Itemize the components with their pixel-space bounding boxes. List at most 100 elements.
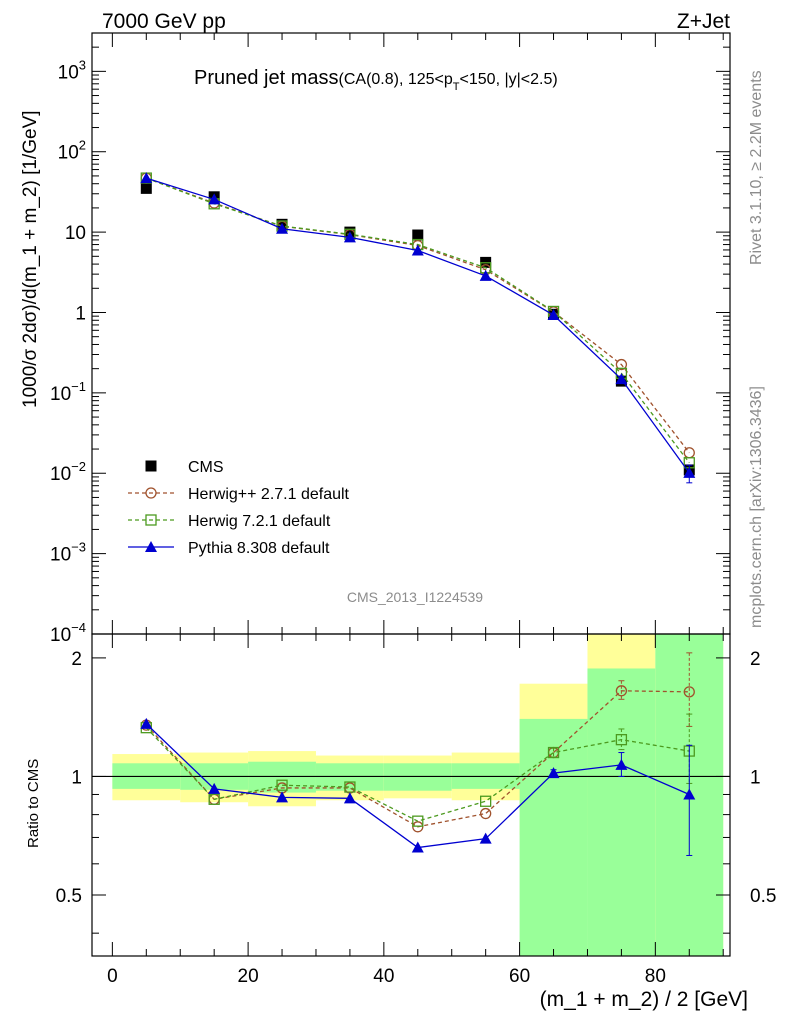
data-point-pythia [140,717,153,729]
y-tick-label-main: 102 [58,138,86,164]
data-point-pythia [276,222,289,234]
data-point-herwigpp [615,358,628,371]
series-herwig7 [140,713,695,827]
main-plot-series [140,172,696,484]
y-tick-label-main: 1 [75,303,86,324]
y-tick-label-ratio-right: 0.5 [750,886,776,907]
legend-label: Pythia 8.308 default [188,540,330,557]
data-point-pythia [547,309,560,321]
data-point-pythia [479,832,492,844]
data-point-cms [140,182,152,194]
data-point-herwig7 [208,793,220,805]
ratio-plot-series [140,652,696,856]
x-tick-label: 20 [238,966,259,987]
series-line-pythia [146,177,690,474]
legend-marker [145,514,157,526]
y-tick-label-base: 10 [58,143,79,164]
y-tick-label-base: 10 [50,384,71,405]
plot-title-sub: (CA(0.8), 125<p [339,71,453,88]
data-point-pythia [479,269,492,281]
y-tick-label-main: 103 [58,57,86,83]
ratio-uncertainty-bands [112,634,724,956]
x-axis-label: (m_1 + m_2) / 2 [GeV] [540,988,748,1011]
rivet-version-label: Rivet 3.1.10, ≥ 2.2M events [748,70,765,265]
series-cms [140,182,695,476]
plot-title-main: Pruned jet mass [194,67,339,89]
data-point-pythia [140,172,153,184]
data-point-herwig7 [344,781,356,793]
plot-title-sub-end: <150, |y|<2.5) [460,71,558,88]
y-tick-label-main: 10−2 [50,459,86,485]
y-tick-label-ratio-left: 2 [71,649,82,670]
data-point-pythia [683,788,696,800]
series-pythia [140,717,696,856]
series-line-herwig7 [146,177,690,464]
data-point-herwig7 [412,815,424,827]
series-line-herwigpp [146,177,690,454]
y-tick-label-base: 10 [50,625,71,646]
data-point-pythia [343,792,356,804]
y-tick-label-exp: 3 [79,57,86,72]
y-tick-label-ratio-right: 1 [750,767,761,788]
legend-marker [145,460,157,472]
y-axis-label-ratio: Ratio to CMS [25,759,42,848]
y-tick-label-base: 10 [50,545,71,566]
mcplots-reference-label: mcplots.cern.ch [arXiv:1306.3436] [748,386,765,628]
y-tick-label-exp: 2 [79,138,86,153]
legend-marker [145,487,157,499]
y-tick-label-ratio-left: 1 [71,767,82,788]
y-tick-label-exp: −4 [71,620,86,635]
data-point-pythia [343,231,356,243]
legend-entry-herwig7: Herwig 7.2.1 default [128,513,331,530]
ratio-frame [91,633,731,957]
plot-frames [91,32,731,957]
y-tick-label-ratio-right: 2 [750,649,761,670]
series-pythia [140,172,696,484]
legend-label: Herwig++ 2.7.1 default [188,486,350,503]
y-tick-label-ratio-left: 0.5 [56,886,82,907]
data-point-pythia [547,767,560,779]
y-tick-label-exp: −2 [71,459,86,474]
x-tick-label: 80 [645,966,666,987]
header-process-label: Z+Jet [677,10,730,33]
series-herwigpp [140,172,695,459]
legend-marker [145,541,157,552]
ratio-axis-ticks: 0 20 40 60 80 0.5 0.5 1 1 2 2 [56,634,776,987]
data-point-pythia [208,193,221,205]
plot-title-sub-t: T [453,81,460,93]
data-point-pythia [683,466,696,478]
legend-entry-herwigpp: Herwig++ 2.7.1 default [128,486,350,503]
y-tick-label-base: 10 [58,62,79,83]
series-line-herwig7 [145,727,690,822]
legend-entry-cms: CMS [145,459,224,476]
y-tick-label-main: 10−4 [50,620,86,646]
data-point-herwig7 [615,734,628,746]
y-tick-label-exp: −1 [71,379,86,394]
x-tick-label: 60 [509,966,530,987]
data-point-herwigpp [480,807,492,820]
y-tick-label-main: 10 [65,223,86,244]
y-tick-label-exp: −3 [71,540,86,555]
analysis-id-label: CMS_2013_I1224539 [347,589,483,605]
header-energy-label: 7000 GeV pp [102,10,226,33]
data-point-pythia [208,782,221,794]
data-point-pythia [276,791,289,803]
y-tick-label-base: 10 [50,464,71,485]
data-point-herwigpp [683,686,695,698]
legend-label: Herwig 7.2.1 default [188,513,331,530]
data-point-pythia [411,841,424,853]
data-point-herwigpp [615,685,628,697]
y-tick-label-main: 10−1 [50,379,86,405]
plot-title: Pruned jet mass(CA(0.8), 125<pT<150, |y|… [194,67,558,93]
data-point-herwig7 [547,746,560,759]
data-point-pythia [615,373,628,385]
data-point-herwig7 [480,795,492,807]
data-point-pythia [615,758,628,770]
x-tick-label: 0 [107,966,118,987]
data-point-herwig7 [276,779,288,791]
band-inner-bin [587,668,656,956]
legend: CMS Herwig++ 2.7.1 default Herwig 7.2.1 de… [128,459,350,557]
legend-entry-pythia: Pythia 8.308 default [128,540,330,557]
